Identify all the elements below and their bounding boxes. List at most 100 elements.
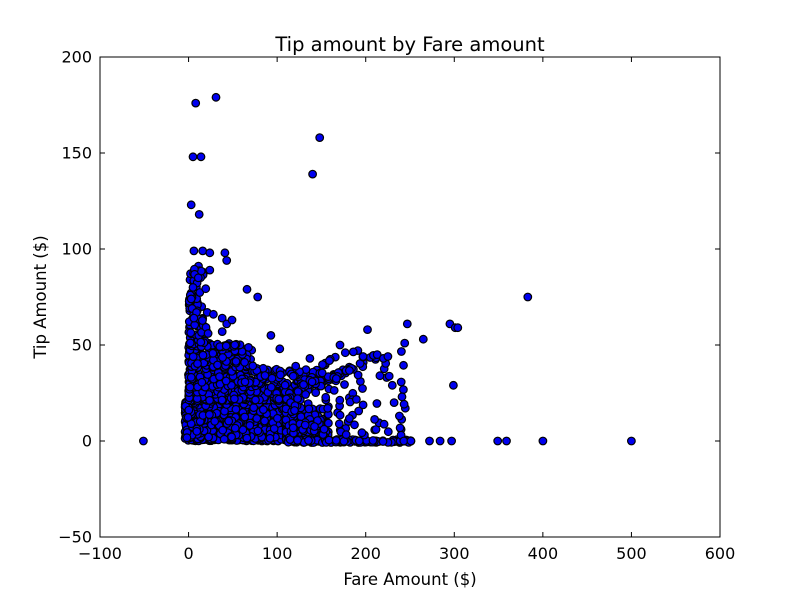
x-tick-label: 600: [705, 544, 736, 563]
scatter-point: [253, 292, 263, 302]
scatter-point: [219, 434, 229, 444]
scatter-point: [205, 265, 215, 275]
scatter-point: [245, 421, 255, 430]
x-tick-label: 200: [350, 544, 381, 563]
scatter-point: [184, 405, 194, 415]
y-tick-label: 0: [82, 432, 92, 451]
scatter-point: [627, 436, 636, 446]
scatter-point: [395, 423, 405, 433]
y-tick-label: 100: [61, 240, 92, 259]
scatter-point: [183, 413, 193, 422]
scatter-point: [220, 248, 230, 258]
scatter-point: [345, 414, 354, 423]
scatter-point: [358, 384, 367, 393]
scatter-point: [260, 371, 270, 380]
scatter-point: [253, 426, 263, 436]
x-tick-label: 500: [616, 544, 647, 563]
scatter-point: [186, 294, 196, 304]
scatter-point: [192, 426, 202, 436]
scatter-point: [274, 394, 284, 404]
scatter-point: [227, 315, 237, 325]
scatter-point: [340, 348, 350, 358]
scatter-point: [350, 420, 359, 430]
scatter-point: [260, 416, 270, 426]
scatter-point: [318, 360, 327, 370]
scatter-point: [240, 412, 250, 422]
scatter-point: [217, 327, 227, 337]
scatter-point: [265, 433, 275, 443]
scatter-point: [399, 399, 409, 409]
scatter-point: [240, 357, 250, 367]
scatter-point: [217, 313, 227, 323]
tick-labels: −100 0 100 200 300 400 500 600 −50 0 50 100 150 200: [58, 48, 735, 564]
scatter-point: [358, 400, 368, 410]
scatter-point: [231, 404, 241, 414]
scatter-point: [379, 419, 389, 429]
scatter-point: [248, 361, 258, 371]
scatter-point: [266, 331, 276, 340]
scatter-point: [325, 356, 334, 366]
scatter-point: [299, 380, 308, 390]
scatter-point: [389, 398, 399, 408]
scatter-point: [218, 353, 228, 362]
scatter-point: [321, 392, 331, 402]
scatter-point: [196, 337, 206, 347]
scatter-point: [383, 427, 393, 437]
scatter-point: [205, 248, 215, 258]
scatter-point: [227, 432, 237, 442]
scatter-point: [384, 371, 394, 381]
scatter-point: [221, 341, 231, 351]
scatter-point: [218, 425, 228, 435]
scatter-point: [354, 406, 364, 416]
scatter-point: [341, 430, 351, 440]
scatter-point: [324, 435, 334, 445]
scatter-point: [357, 428, 367, 438]
scatter-point: [242, 433, 252, 443]
scatter-points-layer: [138, 92, 636, 447]
scatter-point: [399, 385, 408, 395]
scatter-point: [538, 436, 548, 446]
scatter-point: [523, 292, 533, 302]
scatter-point: [368, 436, 378, 445]
scatter-point: [203, 329, 213, 338]
scatter-point: [395, 411, 404, 421]
scatter-point: [304, 404, 314, 414]
scatter-point: [185, 338, 195, 348]
x-tick-label: 100: [262, 544, 293, 563]
scatter-point: [288, 423, 298, 433]
scatter-point: [329, 386, 339, 395]
scatter-point: [378, 437, 388, 446]
scatter-point: [198, 246, 208, 256]
y-tick-label: 50: [72, 336, 92, 355]
scatter-point: [186, 372, 196, 382]
scatter-point: [138, 436, 148, 446]
scatter-point: [317, 368, 327, 378]
scatter-point: [291, 361, 301, 371]
scatter-point: [240, 377, 250, 387]
scatter-point: [191, 98, 201, 108]
x-tick-label: 0: [183, 544, 193, 563]
scatter-point: [335, 395, 345, 405]
chart-title: Tip amount by Fare amount: [274, 33, 545, 56]
scatter-point: [335, 340, 345, 350]
scatter-point: [340, 380, 349, 389]
scatter-point: [348, 347, 358, 357]
scatter-point: [276, 370, 285, 380]
scatter-point: [399, 436, 409, 446]
scatter-point: [186, 328, 196, 338]
scatter-point: [186, 200, 196, 210]
scatter-point: [387, 380, 397, 390]
scatter-point: [324, 418, 333, 428]
scatter-point: [266, 382, 276, 392]
scatter-point: [323, 403, 333, 413]
scatter-point: [435, 436, 445, 446]
scatter-point: [215, 372, 224, 382]
scatter-point: [502, 436, 511, 446]
scatter-point: [204, 432, 214, 442]
scatter-point: [217, 395, 227, 405]
scatter-point: [493, 436, 503, 446]
scatter-point: [397, 347, 406, 356]
scatter-point: [273, 413, 282, 423]
x-tick-label: 300: [439, 544, 470, 563]
